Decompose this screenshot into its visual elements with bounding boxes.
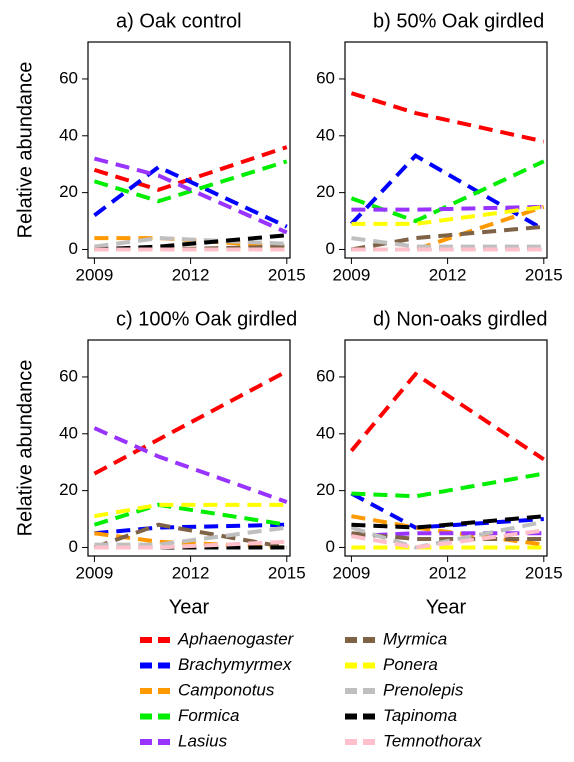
- series-line: [349, 153, 545, 232]
- legend-label: Aphaenogaster: [177, 629, 295, 648]
- series-line: [350, 159, 545, 224]
- legend-label: Myrmica: [383, 629, 447, 648]
- legend-label: Prenolepis: [383, 680, 464, 699]
- y-tick-label: 20: [316, 182, 335, 201]
- y-tick-label: 60: [59, 366, 78, 385]
- x-tick-label: 2009: [75, 265, 113, 284]
- x-tick-label: 2015: [268, 265, 306, 284]
- series-line: [93, 145, 288, 192]
- series-line: [93, 502, 288, 527]
- plot-frame: [87, 339, 291, 557]
- x-axis-label: Year: [169, 596, 210, 618]
- y-tick-label: 60: [59, 68, 78, 87]
- x-tick-label: 2012: [172, 265, 210, 284]
- series-line: [93, 164, 288, 229]
- legend-label: Brachymyrmex: [178, 655, 292, 674]
- y-tick-label: 40: [59, 125, 78, 144]
- legend-label: Camponotus: [178, 680, 275, 699]
- y-tick-label: 20: [316, 480, 335, 499]
- series-line: [350, 519, 545, 550]
- series-line: [350, 91, 545, 144]
- plot-frame: [344, 339, 548, 557]
- plot-frame: [344, 41, 548, 259]
- legend-label: Temnothorax: [383, 731, 482, 750]
- legend-label: Lasius: [178, 731, 228, 750]
- y-axis-label: Relative abundance: [14, 62, 36, 239]
- plot-frame: [87, 41, 291, 259]
- legend-label: Tapinoma: [383, 706, 457, 725]
- y-tick-label: 0: [69, 537, 78, 556]
- x-tick-label: 2009: [332, 563, 370, 582]
- series-line: [351, 204, 545, 252]
- panel-title: d) Non-oaks girdled: [373, 308, 548, 330]
- legend-label: Ponera: [383, 655, 438, 674]
- y-tick-label: 40: [316, 423, 335, 442]
- y-tick-label: 40: [59, 423, 78, 442]
- x-tick-label: 2015: [268, 563, 306, 582]
- panel-title: b) 50% Oak girdled: [373, 10, 544, 32]
- legend-label: Formica: [178, 706, 239, 725]
- y-axis-label: Relative abundance: [14, 360, 36, 537]
- x-tick-label: 2009: [332, 265, 370, 284]
- y-tick-label: 0: [326, 537, 335, 556]
- panel-title: a) Oak control: [116, 10, 242, 32]
- series-line: [93, 369, 288, 476]
- series-line: [349, 371, 545, 462]
- y-tick-label: 20: [59, 480, 78, 499]
- x-tick-label: 2009: [75, 563, 113, 582]
- y-tick-label: 20: [59, 182, 78, 201]
- series-line: [350, 491, 544, 530]
- y-tick-label: 0: [69, 239, 78, 258]
- x-tick-label: 2012: [429, 563, 467, 582]
- x-axis-label: Year: [426, 596, 467, 618]
- x-tick-label: 2012: [429, 265, 467, 284]
- series-line: [93, 426, 288, 504]
- series-line: [93, 156, 288, 235]
- panel-title: c) 100% Oak girdled: [116, 308, 297, 330]
- y-tick-label: 60: [316, 366, 335, 385]
- y-tick-label: 60: [316, 68, 335, 87]
- x-tick-label: 2015: [525, 265, 563, 284]
- series-line: [93, 522, 288, 550]
- x-tick-label: 2015: [525, 563, 563, 582]
- series-line: [351, 471, 545, 499]
- x-tick-label: 2012: [172, 563, 210, 582]
- y-tick-label: 40: [316, 125, 335, 144]
- y-tick-label: 0: [326, 239, 335, 258]
- series-line: [93, 159, 288, 204]
